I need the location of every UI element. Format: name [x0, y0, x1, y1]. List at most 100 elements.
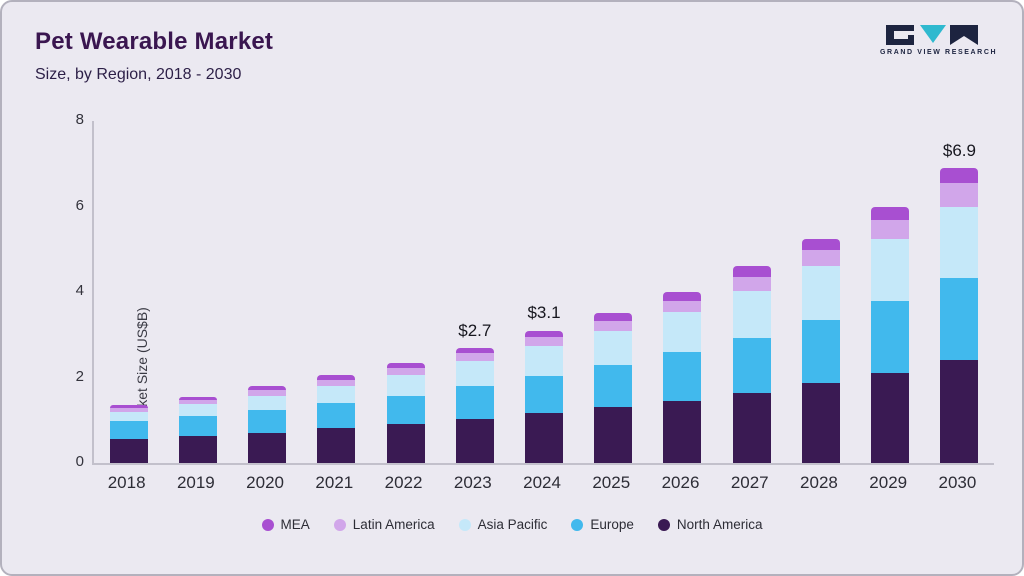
bar-2026-segment-europe[interactable]: [663, 352, 702, 401]
legend-label-north-america: North America: [676, 517, 763, 532]
bar-2024-segment-europe[interactable]: [525, 375, 564, 413]
bar-2030-segment-mea[interactable]: [940, 168, 979, 184]
bar-2019-segment-north-america[interactable]: [178, 435, 217, 463]
bar-2025[interactable]: [594, 313, 633, 463]
bar-2022-segment-europe[interactable]: [386, 395, 425, 424]
bar-2020-segment-europe[interactable]: [248, 409, 287, 433]
bars-container: $2.7 $3.1 $6.9: [94, 121, 994, 463]
bar-2020-segment-asia-pacific[interactable]: [248, 395, 287, 410]
bar-2025-segment-north-america[interactable]: [594, 407, 633, 463]
bar-column-2018: [94, 121, 163, 463]
bar-2021[interactable]: [317, 375, 356, 463]
bar-2022-segment-asia-pacific[interactable]: [386, 375, 425, 396]
bar-2023-segment-asia-pacific[interactable]: [455, 361, 494, 386]
bar-2026[interactable]: [663, 292, 702, 463]
bar-2024-segment-asia-pacific[interactable]: [525, 345, 564, 376]
bar-2022-segment-mea[interactable]: [386, 362, 425, 368]
bar-2030-segment-europe[interactable]: [940, 277, 979, 361]
bar-column-2022: [371, 121, 440, 463]
bar-2019-segment-europe[interactable]: [178, 415, 217, 436]
bar-2028-segment-north-america[interactable]: [801, 383, 840, 463]
legend-dot-north-america: [657, 518, 670, 531]
bar-2020-segment-latin-america[interactable]: [248, 390, 287, 396]
bar-2020-segment-north-america[interactable]: [248, 432, 287, 463]
page-title: Pet Wearable Market: [35, 28, 274, 55]
bar-2018-segment-north-america[interactable]: [109, 438, 148, 463]
bar-2027-segment-north-america[interactable]: [732, 392, 771, 463]
bar-2029[interactable]: [871, 206, 910, 463]
bar-2019-segment-asia-pacific[interactable]: [178, 404, 217, 416]
x-axis-label-2024: 2024: [523, 473, 561, 492]
bar-2024-segment-mea[interactable]: [525, 330, 564, 337]
bar-column-2024: $3.1: [509, 121, 578, 463]
bar-2024-segment-latin-america[interactable]: [525, 336, 564, 346]
bar-2027-segment-asia-pacific[interactable]: [732, 291, 771, 338]
bar-2018-segment-asia-pacific[interactable]: [109, 411, 148, 421]
bar-2029-segment-north-america[interactable]: [871, 372, 910, 463]
bar-2026-segment-asia-pacific[interactable]: [663, 312, 702, 353]
bar-2021-segment-mea[interactable]: [317, 375, 356, 380]
bar-2030-segment-latin-america[interactable]: [940, 183, 979, 207]
bar-2024[interactable]: [525, 330, 564, 463]
bar-2025-segment-latin-america[interactable]: [594, 320, 633, 331]
bar-2021-segment-latin-america[interactable]: [317, 379, 356, 387]
bar-2020-segment-mea[interactable]: [248, 385, 287, 391]
bar-2029-segment-europe[interactable]: [871, 301, 910, 373]
bar-2022-segment-latin-america[interactable]: [386, 367, 425, 376]
legend-item-north-america[interactable]: North America: [657, 517, 763, 532]
legend-item-latin-america[interactable]: Latin America: [333, 517, 435, 532]
bar-2028-segment-europe[interactable]: [801, 320, 840, 384]
bar-2022-segment-north-america[interactable]: [386, 423, 425, 463]
bar-2028-segment-latin-america[interactable]: [801, 250, 840, 267]
x-axis-label-2030: 2030: [938, 473, 977, 492]
bar-2023-segment-north-america[interactable]: [455, 418, 494, 463]
bar-2029-segment-asia-pacific[interactable]: [871, 239, 910, 302]
bar-2021-segment-north-america[interactable]: [317, 428, 356, 463]
bar-2030-segment-asia-pacific[interactable]: [940, 206, 979, 278]
bar-2023-segment-europe[interactable]: [455, 386, 494, 419]
legend-item-asia-pacific[interactable]: Asia Pacific: [458, 517, 547, 532]
grand-view-research-logo: GRAND VIEW RESEARCH: [880, 24, 996, 56]
bar-2025-segment-asia-pacific[interactable]: [594, 330, 633, 366]
bar-column-2029: [856, 121, 925, 463]
bar-2028-segment-mea[interactable]: [801, 238, 840, 251]
bar-2023-segment-latin-america[interactable]: [455, 353, 494, 362]
bar-2019-segment-mea[interactable]: [178, 396, 217, 400]
bar-2025-segment-europe[interactable]: [594, 365, 633, 407]
bar-2023[interactable]: [455, 347, 494, 463]
bar-2023-segment-mea[interactable]: [455, 347, 494, 354]
bar-2019[interactable]: [178, 396, 217, 463]
bar-2027-segment-latin-america[interactable]: [732, 277, 771, 292]
bar-2026-segment-mea[interactable]: [663, 292, 702, 301]
bar-2029-segment-mea[interactable]: [871, 206, 910, 221]
page-subtitle: Size, by Region, 2018 - 2030: [35, 66, 242, 83]
bar-2029-segment-latin-america[interactable]: [871, 220, 910, 240]
bar-2018[interactable]: [109, 405, 148, 463]
bar-2018-segment-mea[interactable]: [109, 405, 148, 408]
bar-2018-segment-latin-america[interactable]: [109, 407, 148, 412]
legend-label-mea: MEA: [280, 517, 310, 532]
bar-2022[interactable]: [386, 362, 425, 463]
bar-2027[interactable]: [732, 266, 771, 463]
bar-2025-segment-mea[interactable]: [594, 313, 633, 321]
bar-2030-segment-north-america[interactable]: [940, 360, 979, 463]
bar-2018-segment-europe[interactable]: [109, 420, 148, 439]
legend-item-mea[interactable]: MEA: [261, 517, 310, 532]
bar-2024-segment-north-america[interactable]: [525, 413, 564, 463]
bar-2021-segment-asia-pacific[interactable]: [317, 386, 356, 404]
bar-2019-segment-latin-america[interactable]: [178, 399, 217, 405]
bar-2028[interactable]: [801, 238, 840, 463]
bar-column-2025: [579, 121, 648, 463]
bar-2026-segment-north-america[interactable]: [663, 400, 702, 463]
bar-2026-segment-latin-america[interactable]: [663, 300, 702, 313]
bar-2027-segment-mea[interactable]: [732, 266, 771, 278]
bar-2028-segment-asia-pacific[interactable]: [801, 266, 840, 321]
bar-2021-segment-europe[interactable]: [317, 403, 356, 429]
bar-2020[interactable]: [248, 385, 287, 463]
legend-item-europe[interactable]: Europe: [571, 517, 634, 532]
legend-dot-mea: [261, 518, 274, 531]
bar-2027-segment-europe[interactable]: [732, 337, 771, 393]
bar-2030[interactable]: [940, 168, 979, 463]
chart-legend: MEA Latin America Asia Pacific Europe North …: [2, 517, 1022, 532]
data-label-2024: $3.1: [527, 303, 561, 323]
